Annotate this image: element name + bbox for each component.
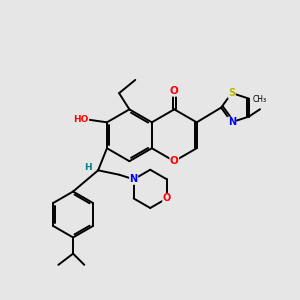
Text: O: O	[170, 86, 178, 96]
Text: CH₃: CH₃	[253, 95, 267, 104]
Text: N: N	[130, 174, 138, 184]
Text: HO: HO	[74, 115, 89, 124]
Text: N: N	[228, 117, 236, 127]
Text: O: O	[163, 194, 171, 203]
Text: S: S	[228, 88, 235, 98]
Text: H: H	[84, 164, 92, 172]
Text: O: O	[170, 156, 178, 166]
